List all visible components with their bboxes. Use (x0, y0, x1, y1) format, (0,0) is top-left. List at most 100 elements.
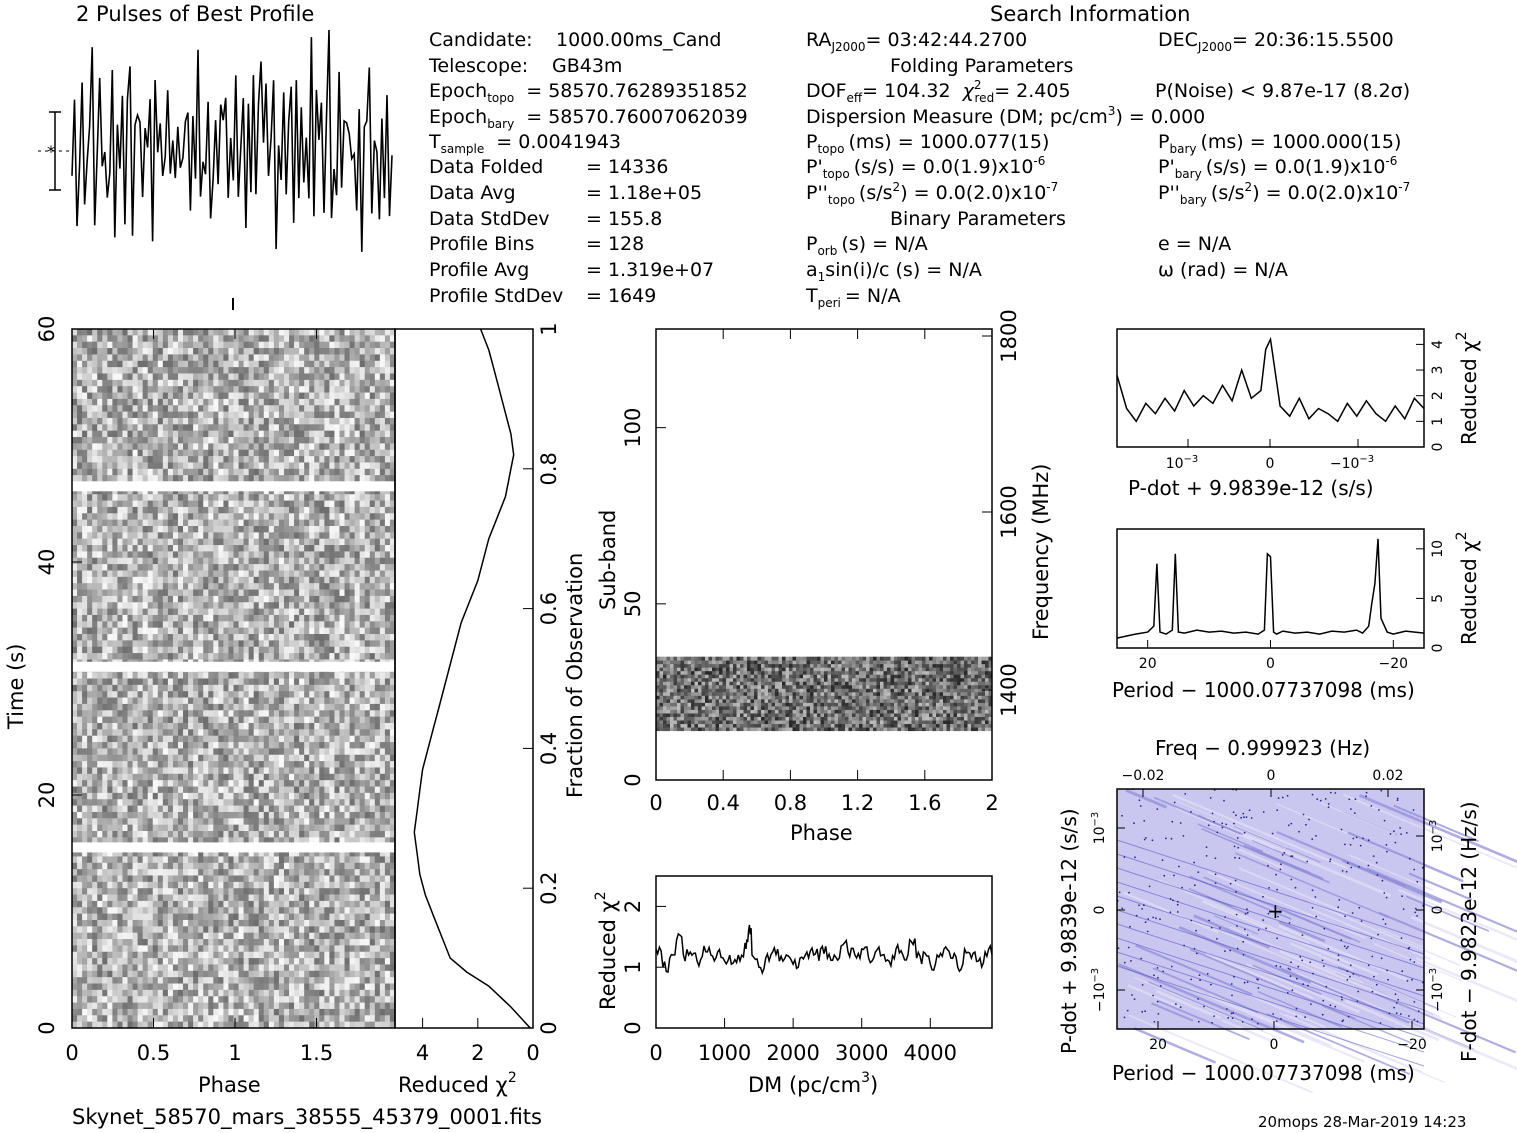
time-phase-cell (82, 367, 88, 374)
time-phase-cell (349, 456, 356, 463)
time-phase-cell (364, 729, 371, 737)
time-phase-cell (193, 405, 199, 412)
time-phase-cell (233, 614, 239, 622)
time-phase-cell (137, 748, 144, 756)
time-phase-cell (248, 602, 255, 609)
time-phase-cell (334, 430, 340, 438)
time-phase-cell (349, 799, 356, 806)
time-phase-cell (238, 348, 244, 355)
time-phase-cell (208, 329, 214, 336)
time-phase-cell (233, 564, 239, 571)
time-phase-cell (339, 570, 345, 578)
time-phase-cell (162, 417, 169, 425)
time-phase-cell (253, 494, 260, 501)
time-phase-cell (213, 634, 219, 641)
time-phase-cell (162, 456, 169, 463)
time-phase-cell (162, 392, 169, 400)
time-phase-cell (218, 532, 224, 540)
time-phase-cell (304, 462, 310, 470)
time-phase-cell (349, 494, 356, 501)
time-phase-cell (167, 576, 174, 584)
time-phase-cell (339, 646, 345, 654)
time-phase-cell (294, 716, 300, 724)
time-phase-cell (152, 373, 159, 381)
time-phase-cell (304, 691, 310, 698)
time-phase-cell (228, 411, 234, 419)
time-phase-cell (364, 386, 371, 393)
time-phase-cell (72, 443, 78, 451)
time-phase-cell (364, 475, 371, 482)
time-phase-cell (283, 640, 290, 648)
time-phase-cell (243, 494, 250, 501)
time-phase-cell (167, 500, 174, 508)
time-phase-cell (162, 430, 169, 438)
time-phase-cell (278, 468, 285, 476)
time-phase-cell (268, 691, 275, 698)
time-phase-cell (384, 589, 391, 597)
time-phase-cell (263, 360, 270, 368)
time-phase-cell (132, 532, 139, 540)
time-phase-cell (273, 589, 280, 597)
time-phase-cell (349, 684, 356, 692)
time-phase-cell (122, 519, 128, 527)
time-phase-cell (102, 703, 108, 711)
time-phase-cell (177, 411, 184, 419)
time-phase-cell (329, 551, 335, 559)
time-phase-cell (162, 773, 169, 781)
time-phase-cell (77, 691, 83, 698)
time-phase-cell (233, 621, 239, 629)
time-phase-cell (188, 792, 194, 800)
time-phase-cell (364, 557, 371, 565)
time-phase-cell (319, 341, 325, 349)
time-phase-cell (167, 646, 174, 654)
time-phase-cell (112, 513, 118, 521)
time-phase-cell (208, 602, 214, 609)
time-phase-cell (127, 722, 133, 730)
time-phase-cell (87, 640, 93, 648)
time-phase-cell (299, 411, 305, 419)
time-phase-cell (278, 691, 285, 698)
time-phase-cell (142, 684, 149, 692)
time-phase-cell (218, 392, 224, 400)
time-phase-cell (364, 678, 371, 686)
time-phase-cell (248, 583, 255, 590)
time-phase-cell (147, 513, 154, 521)
time-phase-cell (324, 443, 330, 451)
time-phase-cell (273, 468, 280, 476)
time-phase-cell (374, 335, 381, 343)
time-phase-cell (172, 805, 179, 813)
time-phase-cell (354, 424, 361, 432)
time-phase-cell (304, 722, 310, 730)
time-phase-cell (329, 792, 335, 800)
time-phase-cell (198, 354, 204, 362)
time-phase-cell (82, 722, 88, 730)
time-phase-cell (253, 398, 260, 406)
time-phase-cell (278, 684, 285, 692)
time-phase-cell (324, 786, 330, 794)
time-phase-cell (384, 475, 391, 482)
time-phase-cell (167, 367, 174, 374)
time-phase-cell (188, 767, 194, 775)
time-phase-cell (188, 379, 194, 387)
time-phase-cell (334, 513, 340, 521)
time-phase-cell (263, 710, 270, 718)
time-phase-cell (314, 729, 320, 737)
time-phase-cell (112, 494, 118, 501)
time-phase-cell (309, 386, 315, 393)
time-phase-cell (152, 780, 159, 787)
time-phase-cell (107, 424, 113, 432)
time-phase-cell (258, 564, 265, 571)
time-phase-cell (162, 735, 169, 743)
time-phase-cell (243, 405, 250, 412)
time-phase-cell (137, 557, 144, 565)
time-phase-cell (147, 564, 154, 571)
time-phase-cell (107, 456, 113, 463)
time-phase-cell (324, 767, 330, 775)
time-phase-cell (283, 532, 290, 540)
time-phase-cell (152, 392, 159, 400)
dec-line: DECJ2000= 20:36:15.5500 (1158, 29, 1394, 54)
time-phase-cell (147, 538, 154, 546)
time-phase-cell (384, 411, 391, 419)
time-phase-cell (309, 557, 315, 565)
time-phase-cell (97, 754, 103, 762)
